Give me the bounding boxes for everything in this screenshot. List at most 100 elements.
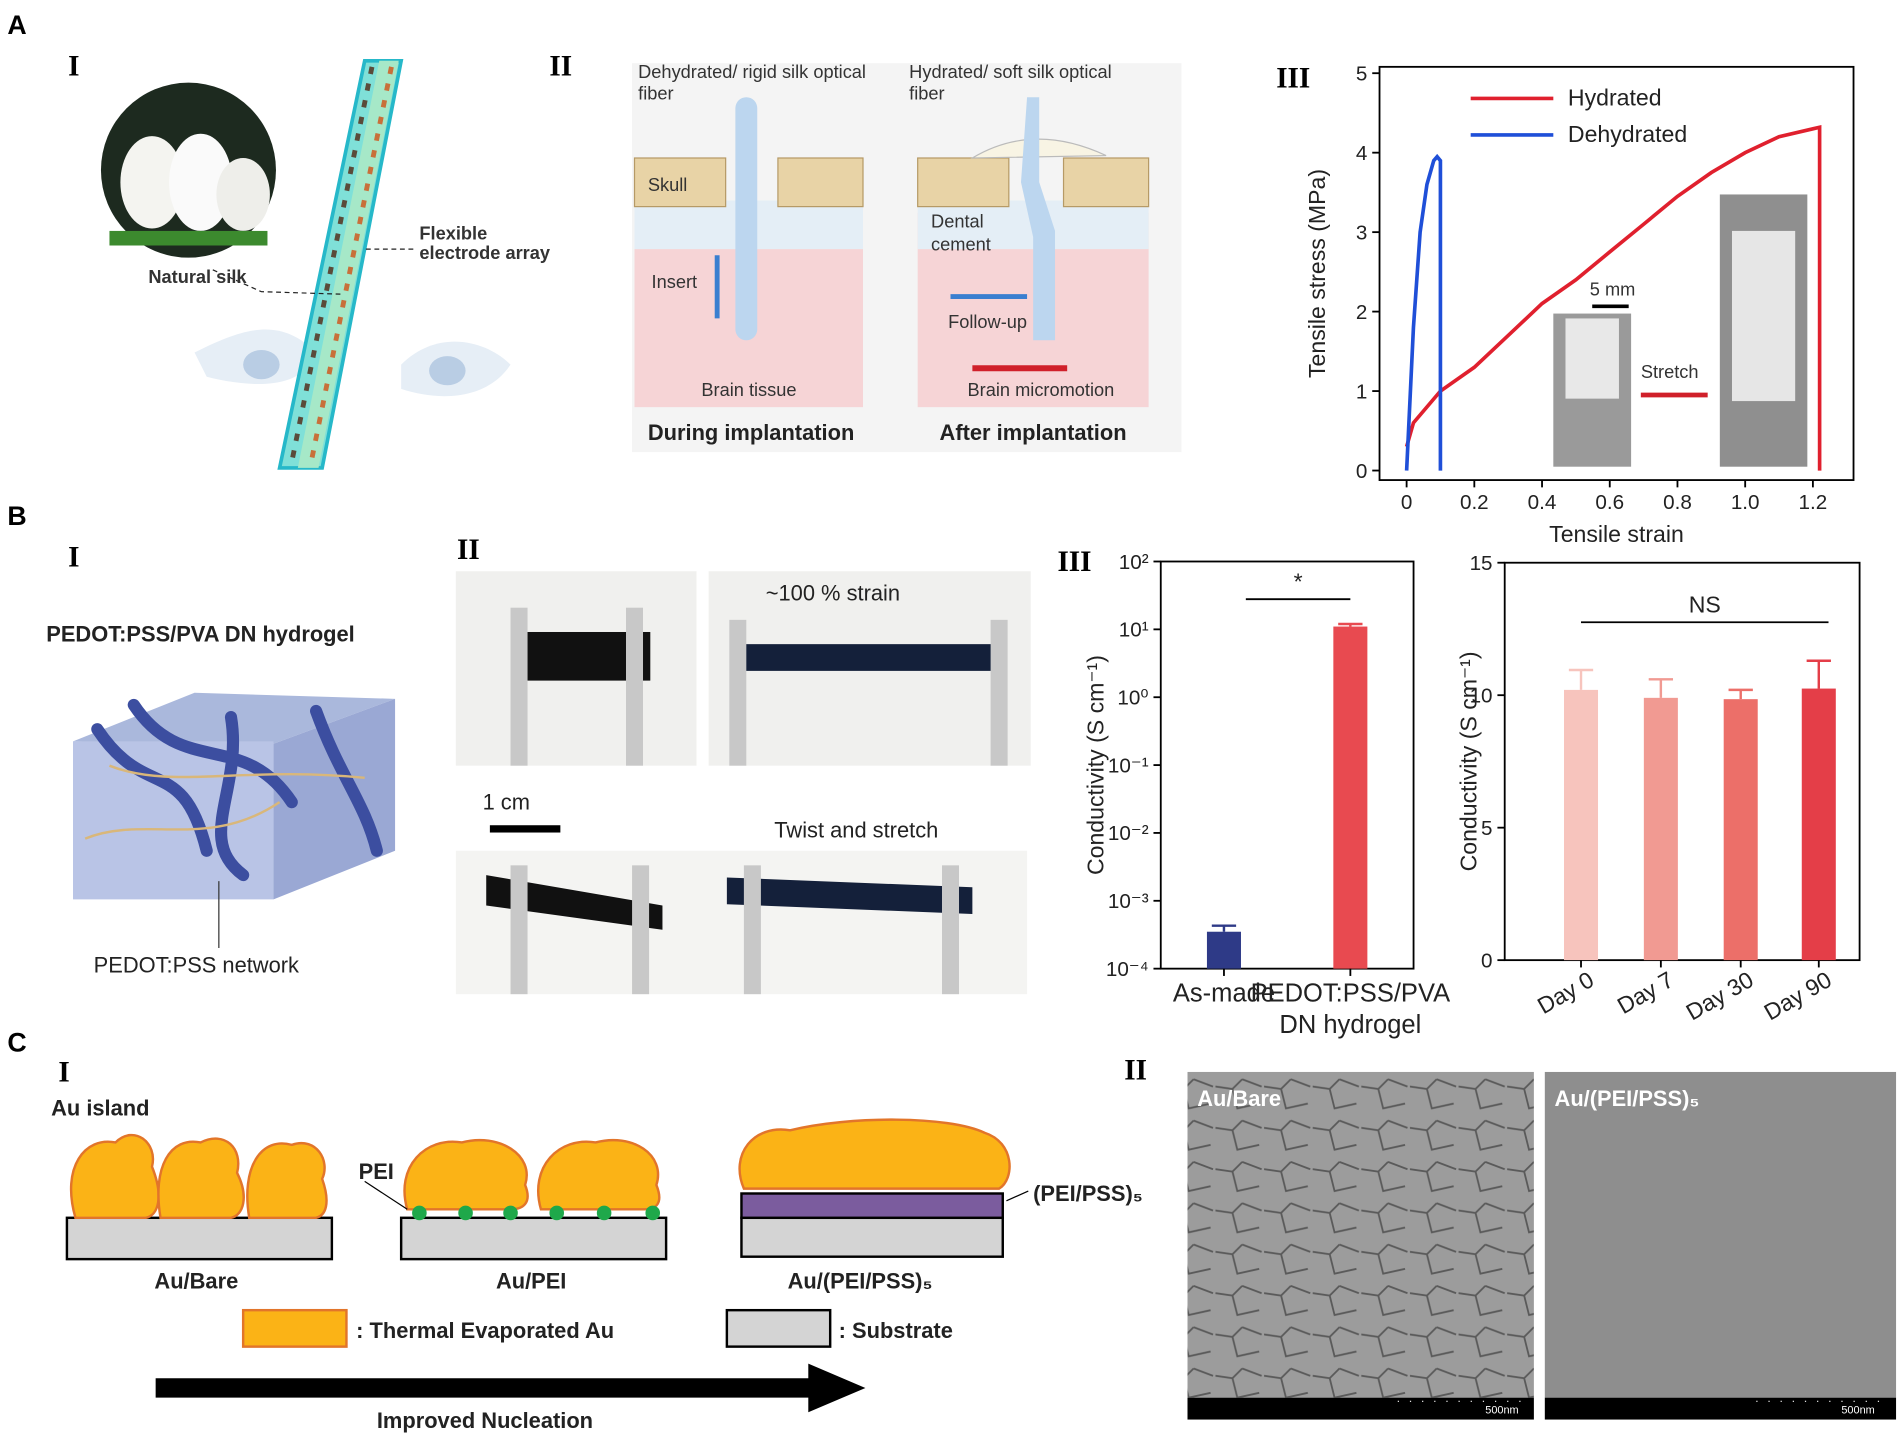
label: Brain tissue bbox=[701, 379, 796, 400]
y-axis-label: Tensile stress (MPa) bbox=[1304, 169, 1330, 378]
error-bar bbox=[1728, 688, 1753, 700]
y-tick-label: 5 bbox=[1356, 62, 1368, 85]
y-tick-label: 10⁻¹ bbox=[1108, 754, 1149, 777]
label: Twist and stretch bbox=[774, 817, 938, 842]
label: Brain micromotion bbox=[968, 379, 1115, 400]
bar bbox=[1206, 931, 1241, 969]
error-bar bbox=[1648, 678, 1674, 698]
label: Dental bbox=[931, 210, 984, 231]
nucleation-diagram bbox=[65, 1118, 1029, 1413]
panel-label: A bbox=[7, 10, 26, 40]
bar bbox=[1333, 626, 1368, 969]
annotation: Stretch bbox=[1641, 361, 1699, 382]
panel-label: B bbox=[7, 501, 26, 531]
label: electrode array bbox=[419, 242, 551, 263]
annotation: 5 mm bbox=[1590, 278, 1636, 299]
y-tick-label: 10 bbox=[1470, 684, 1493, 707]
x-tick-label: Day 0 bbox=[1533, 966, 1598, 1019]
x-tick-label-box: As-made bbox=[1172, 979, 1276, 1008]
x-tick-label: PEDOT:PSS/PVA DN hydrogel bbox=[1250, 979, 1451, 1040]
plot-frame bbox=[1159, 560, 1415, 970]
data-line bbox=[1404, 124, 1822, 471]
plot-frame bbox=[1378, 65, 1855, 481]
error-bar bbox=[1211, 924, 1237, 932]
x-tick-label: Day 30 bbox=[1681, 966, 1757, 1025]
label: fiber bbox=[909, 83, 944, 104]
panel-label: C bbox=[7, 1027, 26, 1057]
label: Au/Bare bbox=[1197, 1086, 1281, 1111]
panel-numeral: III bbox=[1057, 546, 1091, 578]
legend-label: Hydrated bbox=[1568, 85, 1662, 111]
bar bbox=[1801, 688, 1836, 961]
panel-numeral: II bbox=[457, 534, 480, 566]
x-tick-label: 0.4 bbox=[1528, 491, 1557, 514]
x-tick-label: 1.2 bbox=[1799, 491, 1828, 514]
x-tick-label: 0 bbox=[1401, 491, 1413, 514]
hydrogel-photos bbox=[455, 571, 1031, 995]
stretch-photos bbox=[1553, 194, 1808, 467]
caption: After implantation bbox=[940, 420, 1127, 445]
y-tick-label: 10¹ bbox=[1119, 619, 1149, 642]
x-axis-label: Tensile strain bbox=[1549, 521, 1684, 547]
bar bbox=[1643, 697, 1678, 961]
y-tick-label: 5 bbox=[1481, 817, 1493, 840]
y-axis-label: Conductivity (S cm⁻¹) bbox=[1456, 651, 1482, 871]
title: PEDOT:PSS/PVA DN hydrogel bbox=[46, 622, 355, 647]
label: fiber bbox=[638, 83, 673, 104]
y-tick-label: 10² bbox=[1119, 551, 1149, 574]
label: Follow-up bbox=[948, 311, 1027, 332]
label: Au/(PEI/PSS)₅ bbox=[788, 1268, 933, 1293]
x-tick-label: As-made bbox=[1172, 979, 1276, 1008]
x-tick-label: 0.6 bbox=[1595, 491, 1624, 514]
data-line bbox=[1404, 153, 1443, 471]
x-tick-label: Day 90 bbox=[1760, 966, 1836, 1025]
y-tick-label: 10⁻⁴ bbox=[1106, 958, 1149, 981]
error-bar bbox=[1338, 622, 1363, 627]
y-tick-label: 0 bbox=[1481, 949, 1493, 972]
y-tick-label: 15 bbox=[1470, 552, 1493, 575]
y-tick-label: 10⁻³ bbox=[1108, 890, 1149, 913]
label: Au/Bare bbox=[154, 1268, 238, 1293]
x-tick-label-box: PEDOT:PSS/PVA DN hydrogel bbox=[1250, 979, 1451, 1040]
y-tick-label: 4 bbox=[1356, 142, 1368, 165]
panel-numeral: III bbox=[1276, 63, 1310, 95]
plot-frame bbox=[1503, 561, 1861, 962]
x-tick-label: 1.0 bbox=[1731, 491, 1760, 514]
x-tick-label: 0.2 bbox=[1460, 491, 1489, 514]
label: ~100 % strain bbox=[766, 580, 900, 605]
label: 1 cm bbox=[483, 789, 530, 814]
label: Au/PEI bbox=[496, 1268, 566, 1293]
scale-label: 500nm bbox=[1485, 1404, 1518, 1416]
y-tick-label: 10⁰ bbox=[1117, 687, 1148, 710]
y-tick-label: 10⁻² bbox=[1108, 822, 1149, 845]
bar bbox=[1723, 699, 1758, 961]
error-bar bbox=[1568, 668, 1594, 690]
hydrogel-cube bbox=[73, 692, 396, 948]
label: Dehydrated/ rigid silk optical bbox=[638, 61, 866, 82]
scale-label: 500nm bbox=[1841, 1404, 1874, 1416]
sem-images bbox=[1187, 1071, 1897, 1420]
bar bbox=[1563, 689, 1599, 961]
label: Natural silk bbox=[148, 266, 247, 287]
panel-numeral: II bbox=[549, 50, 572, 82]
panel-numeral: I bbox=[58, 1057, 69, 1089]
y-tick-label: 0 bbox=[1356, 460, 1368, 483]
error-bar bbox=[1806, 659, 1831, 689]
y-axis-label: Conductivity (S cm⁻¹) bbox=[1083, 655, 1109, 875]
y-tick-label: 1 bbox=[1356, 380, 1368, 403]
label: Insert bbox=[652, 271, 698, 292]
legend-label: : Substrate bbox=[839, 1318, 953, 1343]
label: PEDOT:PSS network bbox=[94, 952, 299, 977]
legend-label: Dehydrated bbox=[1568, 121, 1687, 147]
panel-numeral: I bbox=[68, 541, 79, 573]
x-tick-label: 0.8 bbox=[1663, 491, 1692, 514]
panel-numeral: I bbox=[68, 50, 79, 82]
x-tick-label: Day 7 bbox=[1613, 966, 1678, 1019]
label: Skull bbox=[648, 174, 688, 195]
significance-label: NS bbox=[1689, 592, 1721, 618]
y-tick-label: 2 bbox=[1356, 301, 1368, 324]
label: Au island bbox=[51, 1096, 149, 1121]
label: (PEI/PSS)₅ bbox=[1033, 1181, 1143, 1206]
